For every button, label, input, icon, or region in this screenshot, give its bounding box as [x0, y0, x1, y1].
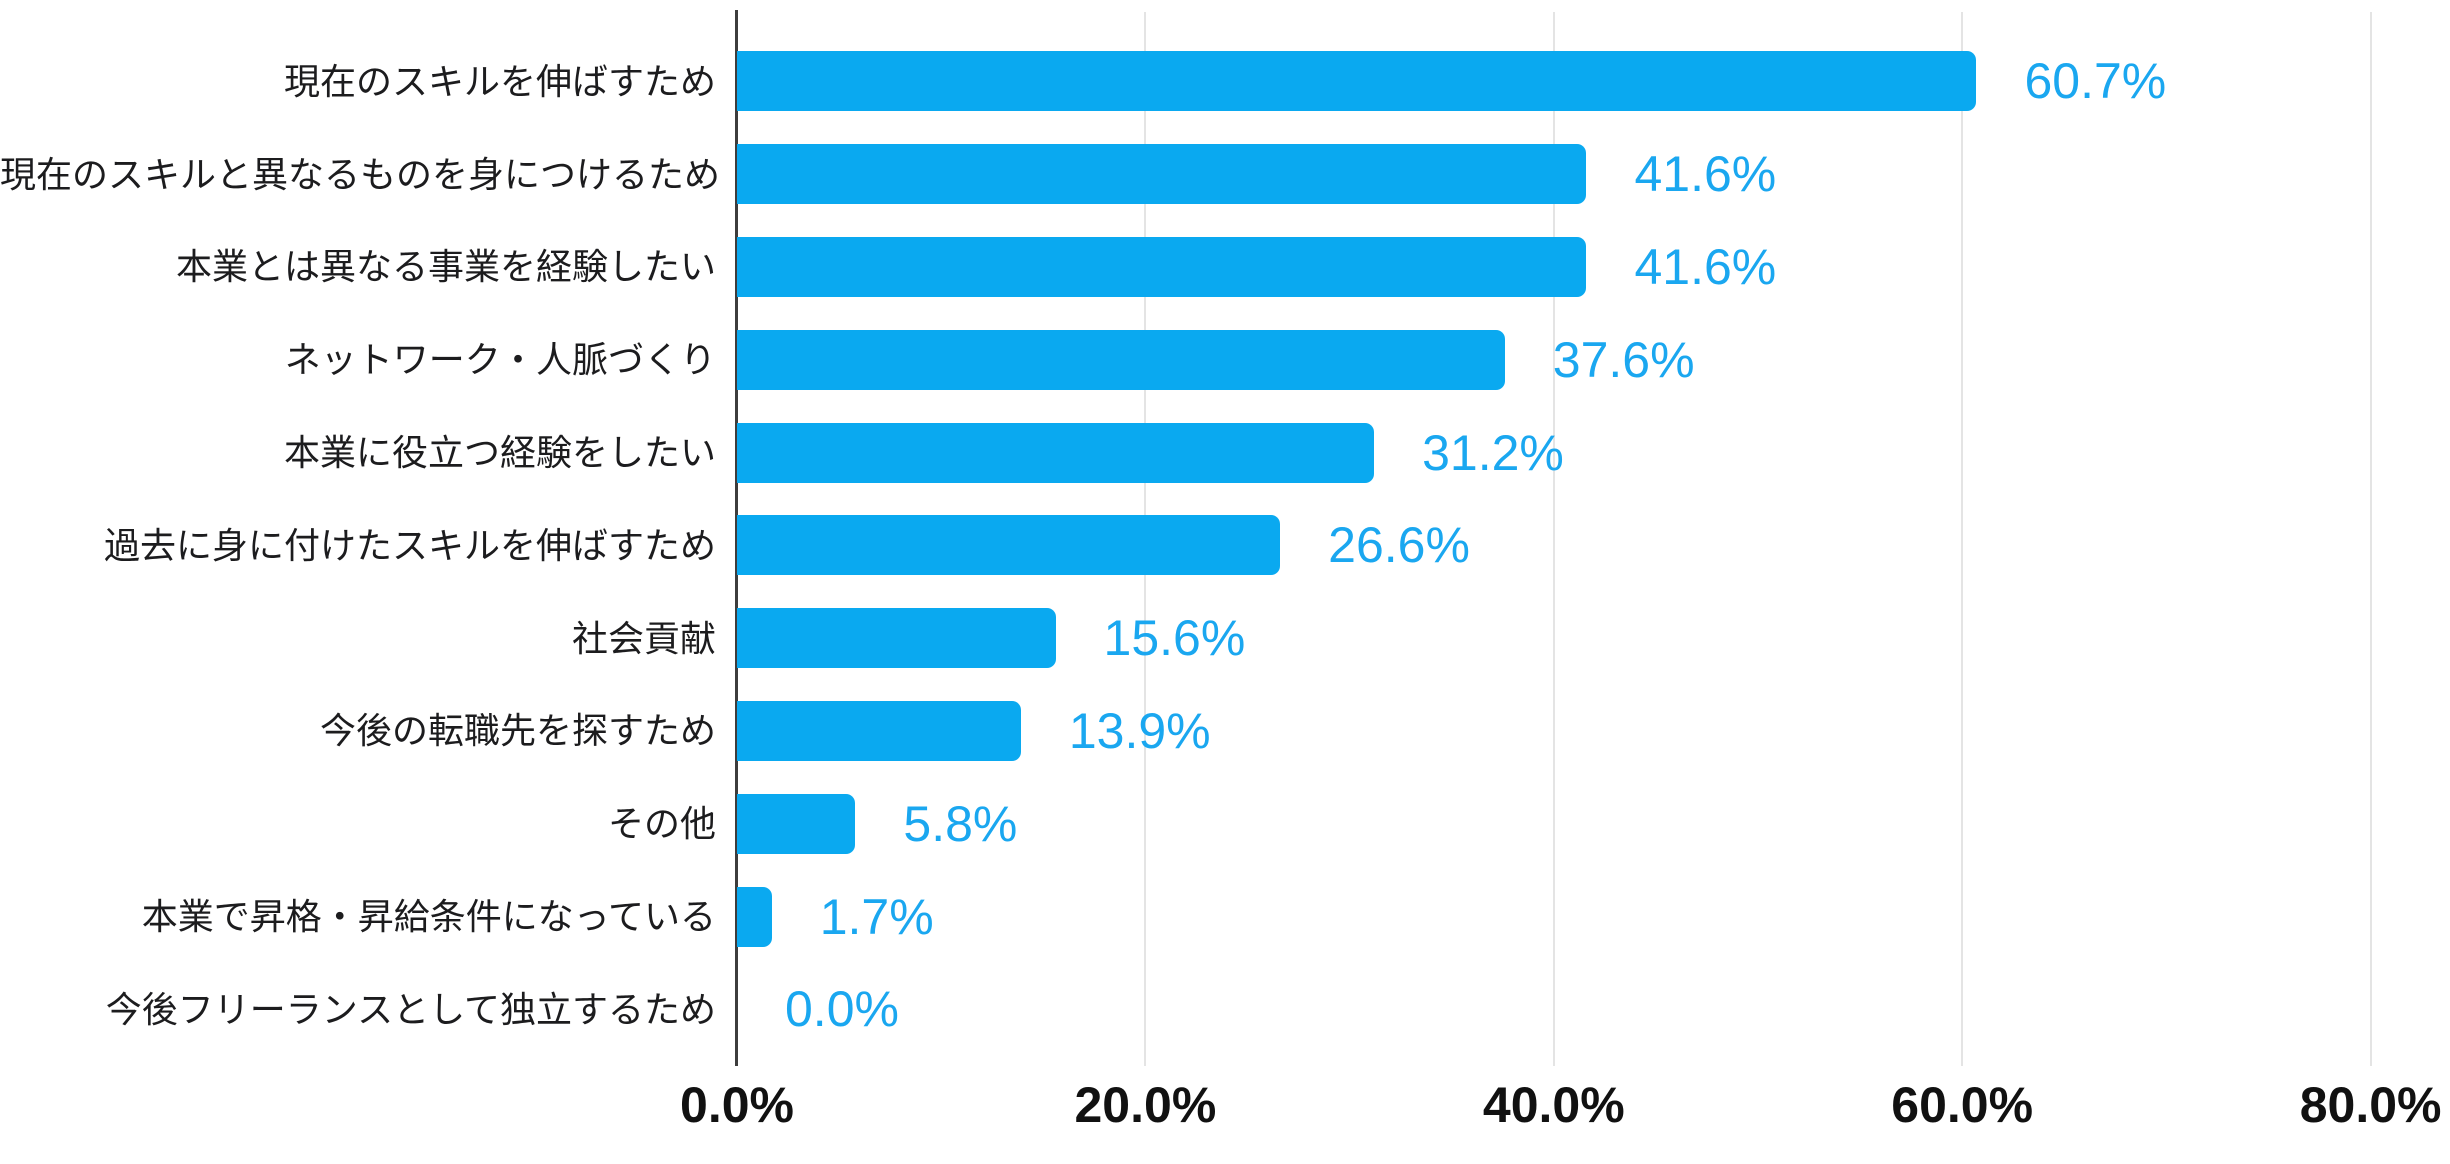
value-label: 37.6%: [1552, 331, 1695, 388]
bar-row: 現在のスキルを伸ばすため 60.7%: [0, 35, 2450, 128]
value-label: 31.2%: [1422, 424, 1564, 481]
gridline: [1961, 12, 1964, 1066]
bar-track: 41.6%: [737, 221, 2450, 314]
bar-track: 60.7%: [737, 35, 2450, 128]
bar-track: 1.7%: [737, 870, 2450, 963]
bar: [737, 608, 1056, 669]
bar-row: 本業で昇格・昇給条件になっている 1.7%: [0, 870, 2450, 963]
x-axis: 0.0% 20.0% 40.0% 60.0% 80.0%: [680, 1077, 2450, 1144]
gridline: [1552, 12, 1555, 1066]
bar-row: 社会貢献 15.6%: [0, 592, 2450, 685]
bar: [737, 793, 856, 854]
bar-row: 現在のスキルと異なるものを身につけるため 41.6%: [0, 128, 2450, 221]
category-label: 本業とは異なる事業を経験したい: [175, 246, 716, 288]
bar: [737, 329, 1505, 390]
value-label: 5.8%: [903, 795, 1018, 852]
value-label: 1.7%: [819, 888, 934, 945]
bar-row: 本業に役立つ経験をしたい 31.2%: [0, 406, 2450, 499]
bar: [737, 515, 1281, 576]
gridline: [2369, 12, 2372, 1066]
bar-track: 13.9%: [737, 685, 2450, 778]
category-label: その他: [607, 803, 716, 845]
value-label: 60.7%: [2024, 53, 2167, 110]
bar-track: 37.6%: [737, 313, 2450, 406]
category-label: 本業で昇格・昇給条件になっている: [141, 895, 716, 937]
category-label: 現在のスキルを伸ばすため: [283, 60, 716, 102]
category-label: ネットワーク・人脈づくり: [284, 339, 716, 381]
value-label: 13.9%: [1068, 702, 1211, 759]
x-axis-tick-label: 20.0%: [1074, 1077, 1217, 1133]
value-label: 26.6%: [1328, 517, 1470, 574]
bar-track: 41.6%: [737, 128, 2450, 221]
category-label: 社会貢献: [571, 617, 716, 659]
bar-track: 26.6%: [737, 499, 2450, 592]
bar: [737, 886, 772, 947]
bar-track: 15.6%: [737, 592, 2450, 685]
x-axis-tick-label: 40.0%: [1482, 1077, 1625, 1133]
bar-row: 本業とは異なる事業を経験したい 41.6%: [0, 221, 2450, 314]
value-label: 41.6%: [1634, 146, 1777, 203]
category-label: 本業に役立つ経験をしたい: [283, 431, 716, 473]
x-axis-tick-label: 0.0%: [680, 1077, 794, 1133]
bar-track: 0.0%: [737, 963, 2450, 1056]
category-label: 今後の転職先を探すため: [319, 710, 716, 752]
x-axis-tick-label: 80.0%: [2299, 1077, 2442, 1133]
rows: 現在のスキルを伸ばすため 60.7% 現在のスキルと異なるものを身につけるため 41.…: [0, 35, 2450, 1056]
bar-track: 31.2%: [737, 406, 2450, 499]
bar-row: 過去に身に付けたスキルを伸ばすため 26.6%: [0, 499, 2450, 592]
bar: [737, 422, 1375, 483]
bar-row: ネットワーク・人脈づくり 37.6%: [0, 313, 2450, 406]
y-axis-line: [735, 10, 738, 1066]
category-label: 過去に身に付けたスキルを伸ばすため: [103, 524, 716, 566]
category-label: 今後フリーランスとして独立するため: [105, 988, 716, 1030]
x-axis-tick-label: 60.0%: [1891, 1077, 2034, 1133]
bar-row: その他 5.8%: [0, 777, 2450, 870]
value-label: 0.0%: [785, 981, 899, 1038]
bar: [737, 700, 1021, 761]
value-label: 41.6%: [1634, 238, 1777, 295]
bar-row: 今後フリーランスとして独立するため 0.0%: [0, 963, 2450, 1056]
bar: [737, 236, 1587, 297]
bar: [737, 51, 1977, 112]
bar: [737, 144, 1587, 205]
bar-track: 5.8%: [737, 777, 2450, 870]
value-label: 15.6%: [1103, 610, 1246, 667]
bar-row: 今後の転職先を探すため 13.9%: [0, 685, 2450, 778]
category-label: 現在のスキルと異なるものを身につけるため: [0, 153, 721, 195]
